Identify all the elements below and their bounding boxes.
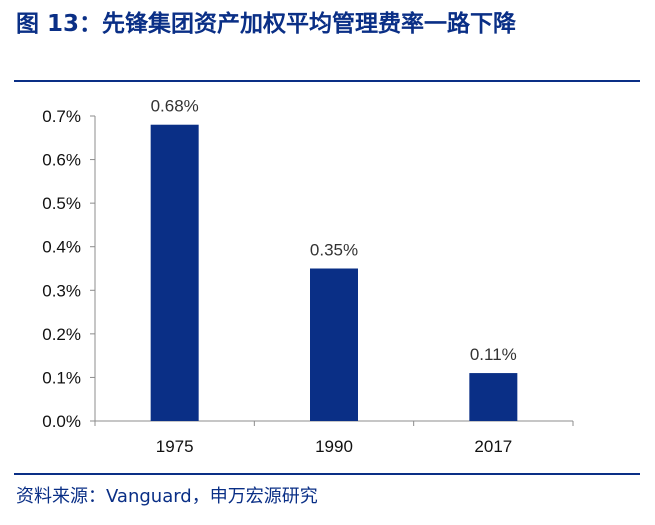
y-tick-label: 0.7%: [42, 107, 81, 126]
top-divider: [14, 80, 640, 82]
figure-title: 图 13：先锋集团资产加权平均管理费率一路下降: [16, 11, 517, 37]
y-tick-label: 0.5%: [42, 194, 81, 213]
y-tick-label: 0.3%: [42, 281, 81, 300]
chart-bars: [150, 124, 518, 421]
data-label-1975: 0.68%: [151, 97, 199, 116]
data-label-2017: 0.11%: [470, 345, 517, 364]
y-tick-label: 0.0%: [42, 412, 81, 431]
y-tick-label: 0.2%: [42, 325, 81, 344]
chart-labels: 0.0% 0.1% 0.2% 0.3% 0.4% 0.5% 0.6% 0.7% 0.68% 197…: [42, 97, 517, 456]
y-tick-label: 0.6%: [42, 151, 81, 170]
bar-1990: [310, 268, 358, 421]
y-tick-label: 0.4%: [42, 238, 81, 257]
bottom-divider: [14, 473, 640, 475]
source-note: 资料来源：Vanguard，申万宏源研究: [16, 486, 318, 507]
x-tick-label-2017: 2017: [474, 437, 512, 456]
x-tick-label-1990: 1990: [315, 437, 353, 456]
bar-1975: [150, 124, 199, 421]
bar-2017: [469, 373, 518, 421]
y-tick-label: 0.1%: [42, 368, 81, 387]
data-label-1990: 0.35%: [310, 241, 358, 260]
x-tick-label-1975: 1975: [156, 437, 194, 456]
